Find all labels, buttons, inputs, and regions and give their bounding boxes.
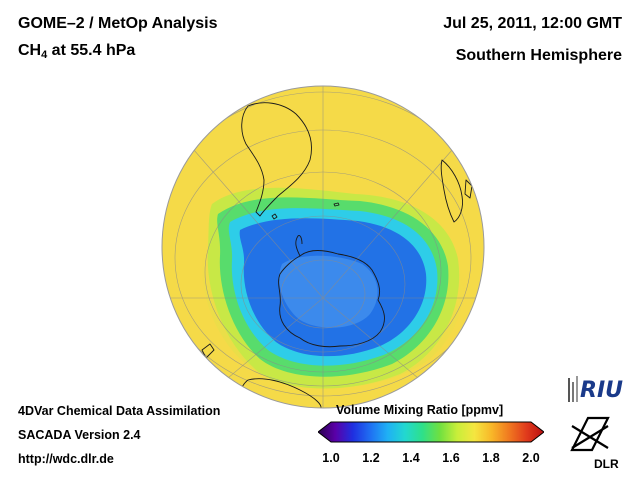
riu-logo: RIU [568, 376, 623, 403]
new-zealand [201, 343, 215, 359]
south-georgia [333, 202, 340, 207]
antarctica-coast [278, 250, 385, 348]
colorbar-title: Volume Mixing Ratio [ppmv] [336, 403, 504, 417]
pressure-level: at 55.4 hPa [47, 42, 136, 59]
map-title: GOME–2 / MetOp Analysis [18, 15, 218, 32]
antarctic-peninsula [295, 235, 303, 257]
globe-outline [161, 85, 485, 409]
dlr-logo: DLR [570, 416, 619, 470]
colorbar-gradient [318, 421, 544, 443]
colorbar-tick-label: 1.0 [322, 451, 340, 465]
ch4-globe-map [161, 85, 485, 409]
colorbar-tick-label: 1.2 [362, 451, 380, 465]
colorbar [318, 421, 544, 443]
colorbar-tick-label: 1.6 [442, 451, 460, 465]
colorbar-tick-label: 1.4 [402, 451, 420, 465]
graticule [162, 86, 484, 408]
dlr-logo-text: DLR [594, 457, 619, 470]
species-name: CH [18, 42, 42, 59]
species-subscript: 4 [41, 49, 48, 61]
analysis-date: Jul 25, 2011, 12:00 GMT [443, 15, 622, 32]
map-subtitle: CH4 at 55.4 hPa [18, 42, 135, 61]
footer-method: 4DVar Chemical Data Assimilation [18, 404, 221, 418]
africa-coast [440, 159, 463, 223]
falklands [271, 213, 278, 220]
coastlines [201, 102, 473, 408]
south-america-coast [241, 102, 312, 217]
colorbar-tick-label: 2.0 [522, 451, 540, 465]
footer-version: SACADA Version 2.4 [18, 428, 141, 442]
colorbar-tick-label: 1.8 [482, 451, 500, 465]
riu-logo-text: RIU [580, 378, 623, 403]
hemisphere-label: Southern Hemisphere [455, 47, 622, 64]
footer-url[interactable]: http://wdc.dlr.de [18, 452, 114, 466]
madagascar [464, 179, 473, 199]
